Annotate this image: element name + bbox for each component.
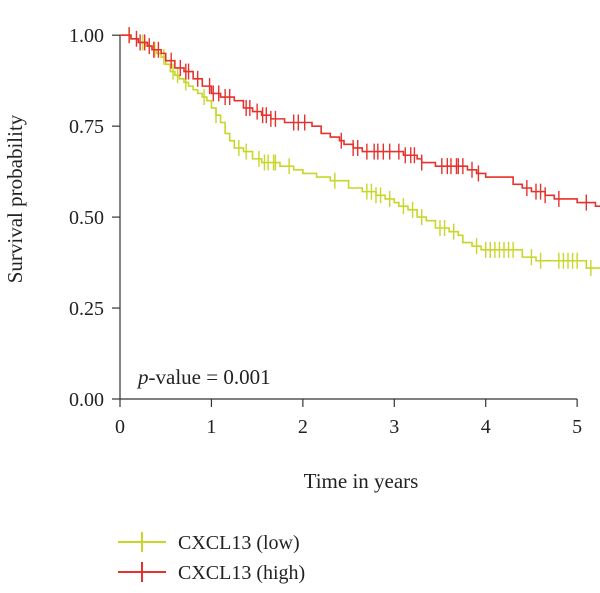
series-high	[120, 27, 600, 211]
x-tick-label: 3	[389, 416, 399, 438]
x-axis-title: Time in years	[304, 469, 419, 493]
legend-label-high: CXCL13 (high)	[178, 562, 305, 584]
y-tick-label: 0.50	[69, 207, 104, 229]
y-tick-label: 0.75	[69, 116, 104, 138]
survival-curve-high	[120, 34, 600, 207]
x-tick-label: 2	[298, 416, 308, 438]
axes-layer: 0.00 0.25 0.50 0.75 1.00 0 1 2 3 4 5	[69, 25, 582, 438]
y-tick-label: 1.00	[69, 25, 104, 47]
y-tick-label: 0.00	[69, 389, 104, 411]
y-tick-label: 0.25	[69, 298, 104, 320]
series-low	[120, 27, 600, 277]
labels-layer: Time in years Survival probability p-val…	[3, 114, 418, 493]
survival-curve-low	[120, 34, 600, 269]
x-tick-label: 5	[572, 416, 582, 438]
p-value-annotation: p-value = 0.001	[136, 365, 271, 389]
legend: CXCL13 (low) CXCL13 (high)	[118, 532, 305, 584]
p-value-italic-p: p	[136, 365, 149, 389]
x-tick-label: 0	[115, 416, 125, 438]
p-value-text: -value = 0.001	[149, 365, 271, 389]
legend-item-high: CXCL13 (high)	[118, 562, 305, 584]
y-axis-title: Survival probability	[3, 114, 27, 283]
legend-item-low: CXCL13 (low)	[118, 532, 300, 554]
x-tick-label: 4	[481, 416, 491, 438]
x-tick-label: 1	[206, 416, 216, 438]
legend-label-low: CXCL13 (low)	[178, 532, 300, 554]
series-layer	[120, 27, 600, 277]
